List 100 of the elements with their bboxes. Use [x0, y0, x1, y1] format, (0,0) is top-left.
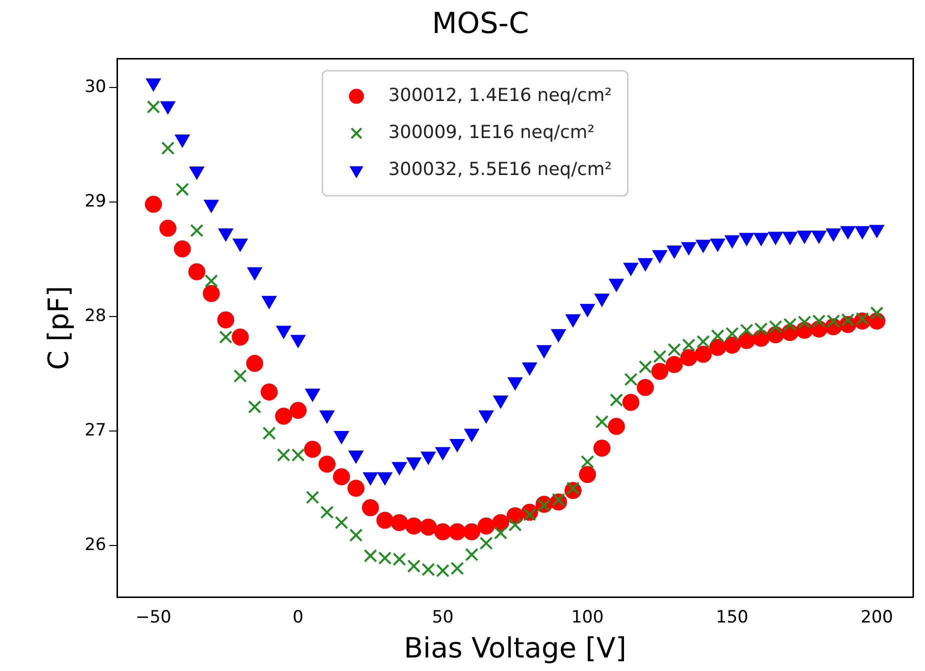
- point: [652, 250, 668, 264]
- point: [204, 274, 218, 288]
- point: [724, 336, 741, 354]
- point: [190, 224, 204, 238]
- x-tick-label: 200: [860, 608, 894, 628]
- point: [552, 493, 566, 506]
- point: [536, 345, 552, 358]
- point: [754, 322, 768, 336]
- point: [217, 311, 234, 328]
- point: [710, 238, 726, 252]
- point: [608, 278, 624, 292]
- point: [812, 230, 826, 244]
- point: [580, 304, 595, 317]
- point: [768, 320, 782, 334]
- point: [566, 482, 580, 495]
- point: [608, 418, 625, 435]
- point: [593, 440, 610, 457]
- y-axis-title: C [pF]: [42, 286, 76, 370]
- point: [841, 313, 855, 327]
- point: [176, 182, 189, 196]
- point: [420, 518, 437, 536]
- point: [768, 232, 783, 245]
- point: [666, 356, 683, 374]
- point: [622, 394, 640, 411]
- point: [578, 466, 596, 483]
- point: [219, 330, 232, 344]
- point: [202, 285, 220, 302]
- point: [144, 196, 162, 213]
- point: [711, 329, 724, 343]
- point: [262, 426, 276, 440]
- x-tick-label: −50: [135, 608, 172, 628]
- point: [812, 314, 826, 328]
- point: [246, 354, 264, 372]
- point: [450, 562, 464, 576]
- point: [870, 306, 884, 320]
- point: [347, 480, 364, 497]
- point: [260, 384, 278, 401]
- point: [290, 334, 306, 348]
- point: [218, 228, 234, 242]
- point: [668, 343, 681, 356]
- point: [636, 378, 654, 396]
- point: [754, 232, 769, 246]
- y-tick-label: 29: [84, 191, 106, 212]
- point: [782, 232, 798, 245]
- point: [551, 329, 566, 342]
- point: [478, 518, 495, 535]
- point: [696, 240, 711, 253]
- point: [623, 262, 638, 276]
- point: [275, 408, 292, 425]
- point: [492, 514, 510, 532]
- y-tick-label: 26: [84, 534, 106, 555]
- point: [666, 246, 682, 259]
- point: [232, 238, 248, 252]
- legend-label: 300012, 1.4E16 neq/cm²: [388, 84, 612, 106]
- point: [276, 326, 292, 339]
- point: [681, 242, 696, 256]
- point: [204, 200, 219, 213]
- point: [434, 523, 452, 540]
- point: [378, 551, 392, 565]
- point: [522, 362, 538, 376]
- point: [740, 324, 754, 337]
- point: [304, 440, 322, 458]
- point: [390, 514, 408, 532]
- point: [320, 506, 334, 519]
- point: [189, 166, 204, 180]
- x-tick-label: 50: [432, 608, 454, 628]
- point: [160, 101, 176, 114]
- point: [232, 328, 249, 346]
- point: [188, 263, 206, 280]
- y-tick-label: 28: [84, 306, 106, 326]
- point: [248, 400, 262, 414]
- point: [869, 224, 884, 238]
- point: [174, 134, 190, 148]
- point: [320, 410, 334, 424]
- point: [694, 346, 712, 363]
- point: [682, 338, 696, 352]
- x-axis-title: Bias Voltage [V]: [404, 631, 626, 664]
- point: [291, 448, 305, 462]
- point: [624, 372, 638, 386]
- chart-title: MOS-C: [432, 6, 529, 40]
- point: [840, 226, 856, 240]
- point: [826, 228, 841, 242]
- point: [508, 518, 522, 532]
- point: [696, 334, 710, 348]
- legend-label: 300009, 1E16 neq/cm²: [388, 122, 595, 143]
- point: [376, 512, 394, 529]
- point: [797, 230, 812, 244]
- point: [651, 362, 668, 380]
- point: [332, 468, 350, 486]
- point: [638, 360, 652, 374]
- point: [494, 526, 508, 540]
- point: [334, 516, 348, 530]
- point: [783, 318, 797, 332]
- point: [422, 562, 435, 576]
- point: [478, 410, 494, 424]
- point: [362, 499, 379, 516]
- point: [580, 455, 594, 469]
- point: [856, 312, 870, 326]
- point: [276, 448, 290, 462]
- x-tick-label: 150: [716, 608, 748, 628]
